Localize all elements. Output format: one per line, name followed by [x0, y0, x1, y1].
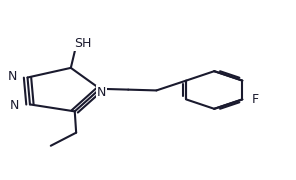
- Text: SH: SH: [74, 37, 92, 50]
- Text: N: N: [7, 70, 17, 83]
- Text: F: F: [251, 93, 258, 106]
- Text: N: N: [10, 99, 19, 112]
- Text: N: N: [97, 86, 106, 99]
